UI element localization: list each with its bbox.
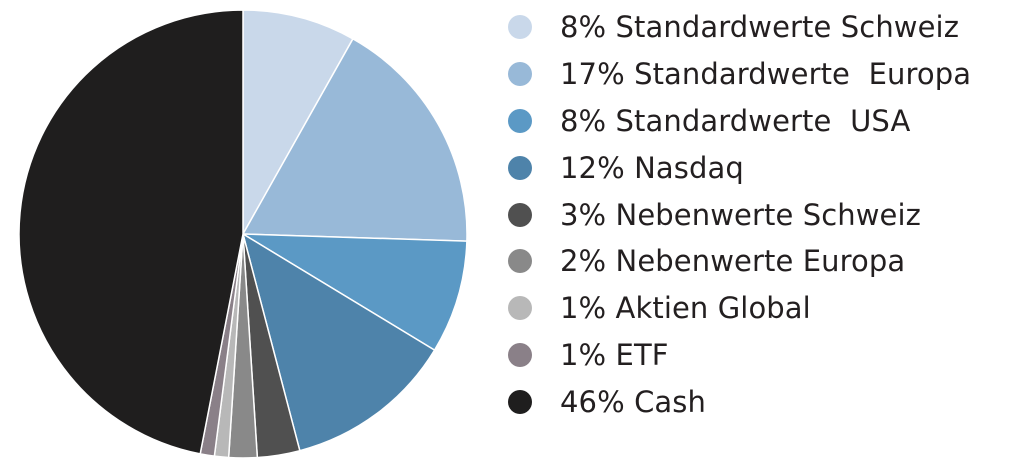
- legend-item: 8% Standardwerte Schweiz: [505, 4, 971, 51]
- legend-label: 12% Nasdaq: [560, 150, 744, 185]
- legend-swatch: [508, 389, 532, 414]
- legend-label: 1% Aktien Global: [560, 291, 811, 326]
- legend-label: 8% Standardwerte Schweiz: [560, 10, 960, 45]
- pie-slice-3: [240, 233, 468, 352]
- legend-label: 46% Cash: [560, 384, 706, 419]
- legend-swatch: [508, 296, 532, 321]
- legend-swatch: [508, 62, 532, 87]
- legend-item: 12% Nasdaq: [505, 144, 971, 191]
- legend-item: 46% Cash: [505, 378, 971, 425]
- legend-item: 1% ETF: [505, 332, 971, 379]
- legend-label: 8% Standardwerte USA: [560, 103, 911, 138]
- legend: 8% Standardwerte Schweiz 17% Standardwer…: [505, 4, 971, 425]
- legend-swatch: [508, 108, 532, 133]
- legend-label: 1% ETF: [560, 337, 669, 372]
- legend-item: 3% Nebenwerte Schweiz: [505, 191, 971, 238]
- legend-item: 17% Standardwerte Europa: [505, 51, 971, 98]
- legend-swatch: [508, 342, 532, 367]
- pie-slice-1: [242, 9, 354, 237]
- pie-slice-2: [241, 37, 468, 242]
- legend-item: 1% Aktien Global: [505, 285, 971, 332]
- pie-chart: [18, 9, 468, 459]
- legend-swatch: [508, 15, 532, 40]
- legend-item: 8% Standardwerte USA: [505, 98, 971, 145]
- legend-label: 17% Standardwerte Europa: [560, 57, 972, 92]
- legend-swatch: [508, 202, 532, 227]
- legend-swatch: [508, 249, 532, 274]
- legend-item: 2% Nebenwerte Europa: [505, 238, 971, 285]
- pie-slice-4: [241, 232, 436, 452]
- legend-label: 2% Nebenwerte Europa: [560, 244, 906, 279]
- pie-slice-9: [18, 9, 244, 455]
- legend-label: 3% Nebenwerte Schweiz: [560, 197, 921, 232]
- legend-swatch: [508, 155, 532, 180]
